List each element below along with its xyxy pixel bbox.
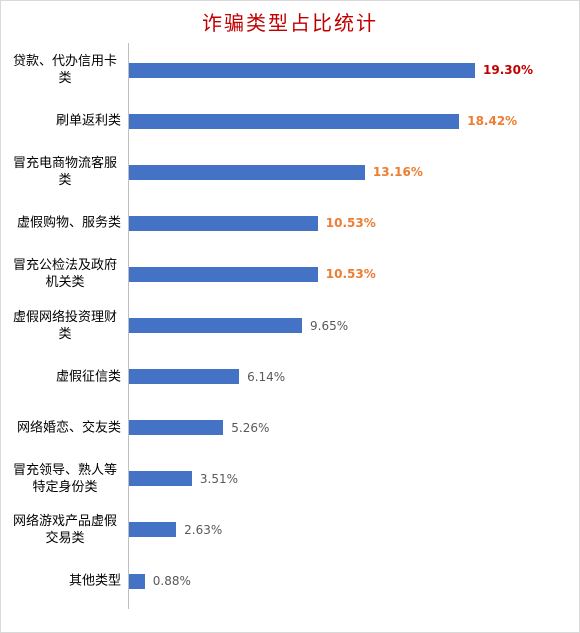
category-label: 刷单返利类 (55, 113, 121, 129)
value-label: 6.14% (247, 369, 286, 384)
category-label-box: 虚假征信类 (3, 368, 121, 385)
category-label-box: 其他类型 (3, 573, 121, 590)
category-label: 其他类型 (68, 573, 121, 589)
chart-title: 诈骗类型占比统计 (202, 11, 378, 35)
category-label-box: 网络游戏产品虚假交易类 (3, 513, 121, 547)
bar (129, 573, 145, 589)
bar (129, 420, 224, 436)
category-label: 虚假网络投资理财类 (12, 309, 117, 342)
value-label: 18.42% (467, 114, 518, 129)
category-label: 虚假征信类 (55, 369, 121, 385)
bar (129, 62, 475, 78)
bar (129, 164, 365, 180)
category-label-box: 冒充公检法及政府机关类 (3, 257, 121, 291)
value-label: 10.53% (325, 267, 376, 282)
value-label: 13.16% (372, 165, 423, 180)
value-label: 10.53% (325, 216, 376, 231)
category-label: 冒充电商物流客服类 (12, 156, 117, 189)
value-label: 2.63% (184, 522, 223, 537)
bar (129, 369, 240, 385)
category-label-box: 冒充领导、熟人等特定身份类 (3, 462, 121, 496)
category-label: 网络婚恋、交友类 (16, 420, 121, 436)
category-label: 网络游戏产品虚假交易类 (12, 513, 117, 546)
bar (129, 471, 192, 487)
bar (129, 215, 318, 231)
bar (129, 522, 177, 538)
category-label: 虚假购物、服务类 (16, 215, 121, 231)
bar (129, 318, 302, 333)
category-label-box: 虚假购物、服务类 (3, 215, 121, 232)
value-label: 5.26% (231, 420, 270, 435)
category-axis (128, 43, 129, 609)
category-label-box: 网络婚恋、交友类 (3, 419, 121, 436)
category-label: 贷款、代办信用卡类 (12, 54, 117, 86)
value-label: 19.30% (483, 63, 533, 77)
category-label-box: 贷款、代办信用卡类 (3, 53, 121, 87)
value-label: 9.65% (310, 318, 349, 333)
value-label: 3.51% (199, 471, 239, 486)
category-label-box: 虚假网络投资理财类 (3, 309, 121, 343)
value-label: 0.88% (152, 574, 191, 588)
category-label-box: 冒充电商物流客服类 (3, 155, 121, 189)
category-label-box: 刷单返利类 (3, 113, 121, 130)
bar (129, 266, 318, 282)
bar (129, 113, 460, 129)
category-label: 冒充领导、熟人等特定身份类 (12, 462, 117, 495)
category-label: 冒充公检法及政府机关类 (12, 258, 117, 291)
